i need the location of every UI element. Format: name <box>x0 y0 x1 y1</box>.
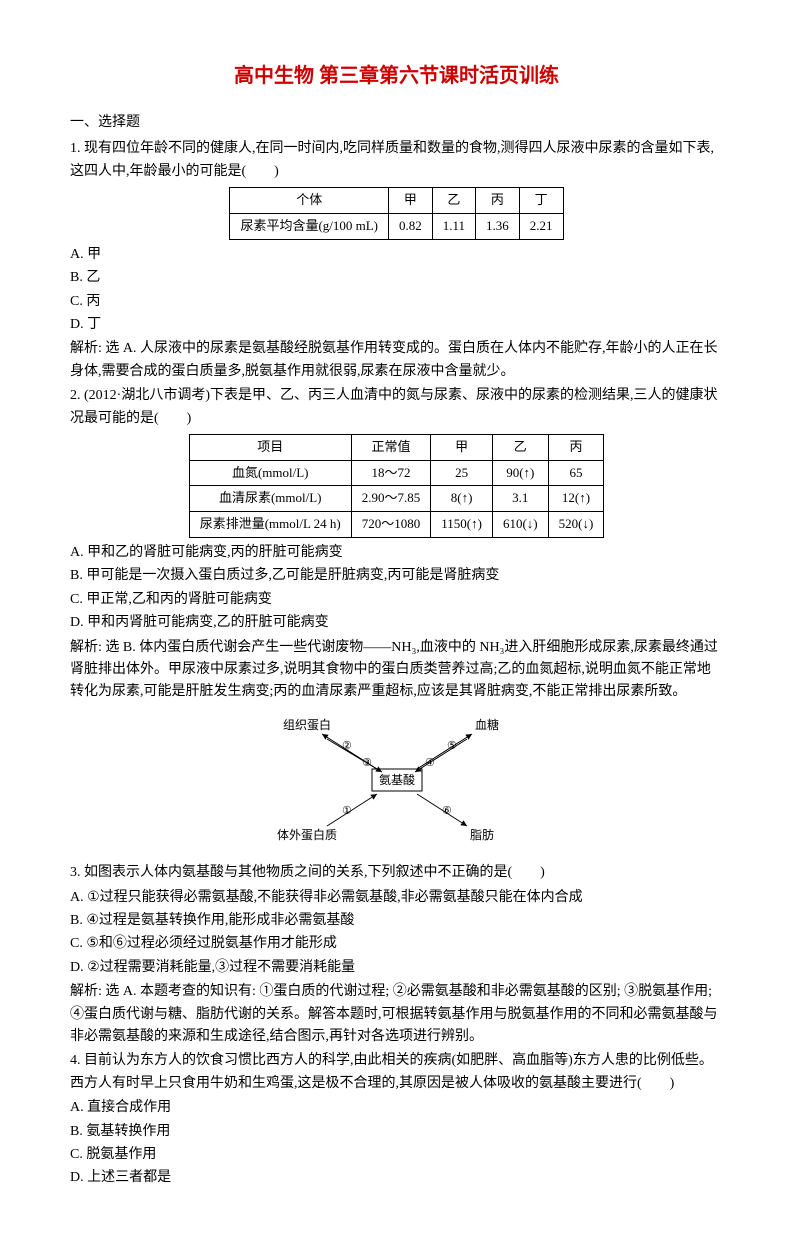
q2-option-b: B. 甲可能是一次摄入蛋白质过多,乙可能是肝脏病变,丙可能是肾脏病变 <box>70 565 723 587</box>
table-row: 血清尿素(mmol/L) 2.90～7.85 8(↑) 3.1 12(↑) <box>189 486 604 512</box>
cell: 乙 <box>432 188 475 214</box>
cell: 1.11 <box>432 213 475 239</box>
amino-acid-diagram: 氨基酸 组织蛋白 ② ③ 血糖 ④ ⑤ 体外蛋白质 ① 脂肪 ⑥ <box>70 714 723 852</box>
cell: 610(↓) <box>492 512 548 538</box>
cell: 尿素排泄量(mmol/L 24 h) <box>189 512 351 538</box>
cell: 甲 <box>389 188 433 214</box>
diagram-num-5: ⑤ <box>447 740 457 752</box>
cell: 丙 <box>548 434 604 460</box>
cell: 12(↑) <box>548 486 604 512</box>
table-row: 血氮(mmol/L) 18～72 25 90(↑) 65 <box>189 460 604 486</box>
cell: 520(↓) <box>548 512 604 538</box>
diagram-num-1: ① <box>342 805 352 817</box>
cell: 8(↑) <box>431 486 493 512</box>
q1-explanation: 解析: 选 A. 人尿液中的尿素是氨基酸经脱氨基作用转变成的。蛋白质在人体内不能… <box>70 338 723 383</box>
diagram-top-left-label: 组织蛋白 <box>282 717 330 732</box>
cell: 2.90～7.85 <box>351 486 431 512</box>
diagram-bottom-left-label: 体外蛋白质 <box>276 827 336 842</box>
q2-stem: 2. (2012·湖北八市调考)下表是甲、乙、丙三人血清中的氮与尿素、尿液中的尿… <box>70 385 723 430</box>
q2-explanation: 解析: 选 B. 体内蛋白质代谢会产生一些代谢废物——NH₃,血液中的 NH₃进… <box>70 637 723 704</box>
cell: 65 <box>548 460 604 486</box>
diagram-num-6: ⑥ <box>442 805 452 817</box>
q1-option-b: B. 乙 <box>70 267 723 289</box>
q2-option-d: D. 甲和丙肾脏可能病变,乙的肝脏可能病变 <box>70 612 723 634</box>
q3-stem: 3. 如图表示人体内氨基酸与其他物质之间的关系,下列叙述中不正确的是( ) <box>70 862 723 884</box>
cell: 血清尿素(mmol/L) <box>189 486 351 512</box>
q2-table: 项目 正常值 甲 乙 丙 血氮(mmol/L) 18～72 25 90(↑) 6… <box>189 434 605 538</box>
cell: 乙 <box>492 434 548 460</box>
page-title: 高中生物 第三章第六节课时活页训练 <box>70 60 723 92</box>
table-row: 尿素排泄量(mmol/L 24 h) 720～1080 1150(↑) 610(… <box>189 512 604 538</box>
cell: 90(↑) <box>492 460 548 486</box>
cell: 血氮(mmol/L) <box>189 460 351 486</box>
cell: 3.1 <box>492 486 548 512</box>
cell: 2.21 <box>519 213 563 239</box>
q4-option-a: A. 直接合成作用 <box>70 1097 723 1119</box>
q3-option-c: C. ⑤和⑥过程必须经过脱氨基作用才能形成 <box>70 933 723 955</box>
cell: 尿素平均含量(g/100 mL) <box>230 213 389 239</box>
cell: 1.36 <box>476 213 520 239</box>
q3-explanation: 解析: 选 A. 本题考查的知识有: ①蛋白质的代谢过程; ②必需氨基酸和非必需… <box>70 981 723 1048</box>
q3-option-b: B. ④过程是氨基转换作用,能形成非必需氨基酸 <box>70 910 723 932</box>
q1-option-c: C. 丙 <box>70 291 723 313</box>
cell: 18～72 <box>351 460 431 486</box>
cell: 0.82 <box>389 213 433 239</box>
q1-table: 个体 甲 乙 丙 丁 尿素平均含量(g/100 mL) 0.82 1.11 1.… <box>229 187 563 240</box>
cell: 720～1080 <box>351 512 431 538</box>
cell: 个体 <box>230 188 389 214</box>
diagram-bottom-right-label: 脂肪 <box>469 827 493 842</box>
q3-option-a: A. ①过程只能获得必需氨基酸,不能获得非必需氨基酸,非必需氨基酸只能在体内合成 <box>70 887 723 909</box>
q4-option-c: C. 脱氨基作用 <box>70 1144 723 1166</box>
cell: 甲 <box>431 434 493 460</box>
q1-stem: 1. 现有四位年龄不同的健康人,在同一时间内,吃同样质量和数量的食物,测得四人尿… <box>70 138 723 183</box>
cell: 项目 <box>189 434 351 460</box>
cell: 丁 <box>519 188 563 214</box>
diagram-num-4: ④ <box>425 757 435 769</box>
diagram-top-right-label: 血糖 <box>474 717 498 732</box>
table-row: 项目 正常值 甲 乙 丙 <box>189 434 604 460</box>
cell: 正常值 <box>351 434 431 460</box>
q2-option-a: A. 甲和乙的肾脏可能病变,丙的肝脏可能病变 <box>70 542 723 564</box>
q4-stem: 4. 目前认为东方人的饮食习惯比西方人的科学,由此相关的疾病(如肥胖、高血脂等)… <box>70 1050 723 1095</box>
diagram-num-2: ② <box>342 740 352 752</box>
q3-option-d: D. ②过程需要消耗能量,③过程不需要消耗能量 <box>70 957 723 979</box>
diagram-num-3: ③ <box>362 757 372 769</box>
diagram-center-label: 氨基酸 <box>378 772 414 787</box>
q4-option-b: B. 氨基转换作用 <box>70 1121 723 1143</box>
table-row: 尿素平均含量(g/100 mL) 0.82 1.11 1.36 2.21 <box>230 213 563 239</box>
cell: 1150(↑) <box>431 512 493 538</box>
q1-option-a: A. 甲 <box>70 244 723 266</box>
q2-option-c: C. 甲正常,乙和丙的肾脏可能病变 <box>70 589 723 611</box>
table-row: 个体 甲 乙 丙 丁 <box>230 188 563 214</box>
section-header: 一、选择题 <box>70 112 723 134</box>
cell: 丙 <box>476 188 520 214</box>
q4-option-d: D. 上述三者都是 <box>70 1167 723 1189</box>
q1-option-d: D. 丁 <box>70 314 723 336</box>
cell: 25 <box>431 460 493 486</box>
